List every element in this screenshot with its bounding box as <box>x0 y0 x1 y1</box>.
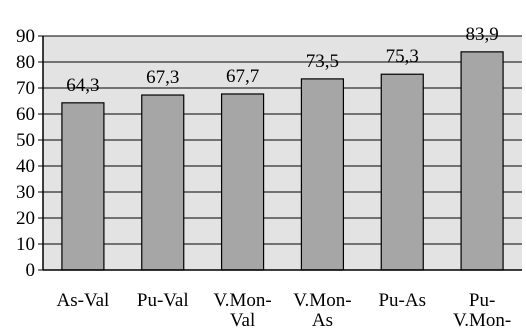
x-tick-label: V.Mon- <box>213 290 271 311</box>
data-label: 67,7 <box>226 66 259 87</box>
x-tick-label: V.Mon- <box>293 290 351 311</box>
data-label: 73,5 <box>306 51 339 72</box>
x-tick-label: As-Val <box>57 290 110 311</box>
data-label: 83,9 <box>465 24 498 45</box>
bars <box>61 51 504 271</box>
y-tick-label: 90 <box>16 26 35 47</box>
y-tick-label: 20 <box>16 208 35 229</box>
y-tick-label: 40 <box>16 156 35 177</box>
y-axis-ticks: 0 10 20 30 40 50 60 70 80 90 <box>16 26 43 281</box>
bar <box>141 94 185 271</box>
bar <box>220 93 265 271</box>
x-tick-label: Pu- <box>469 290 495 311</box>
bar <box>460 51 504 271</box>
plot-area <box>43 36 522 270</box>
x-tick-label: Pu-Val <box>137 290 189 311</box>
data-label: 64,3 <box>66 75 99 96</box>
y-tick-label: 10 <box>16 234 35 255</box>
bar <box>300 78 345 271</box>
bar <box>380 73 424 271</box>
y-tick-label: 50 <box>16 130 35 151</box>
y-tick-label: 30 <box>16 182 35 203</box>
data-label: 75,3 <box>386 46 419 67</box>
x-tick-label: As <box>312 310 333 330</box>
y-tick-label: 70 <box>16 78 35 99</box>
y-tick-label: 80 <box>16 52 35 73</box>
grid-lines <box>43 35 522 245</box>
x-tick-label: Val <box>230 310 255 330</box>
data-label: 67,3 <box>146 67 179 88</box>
x-tick-label: V.Mon- <box>453 310 511 330</box>
plot-background <box>43 36 522 270</box>
bar <box>61 102 105 271</box>
x-tick-label: Pu-As <box>378 290 426 311</box>
y-tick-label: 60 <box>16 104 35 125</box>
data-labels: 64,3 67,3 67,7 73,5 75,3 83,9 <box>66 24 498 96</box>
y-tick-label: 0 <box>26 260 36 281</box>
